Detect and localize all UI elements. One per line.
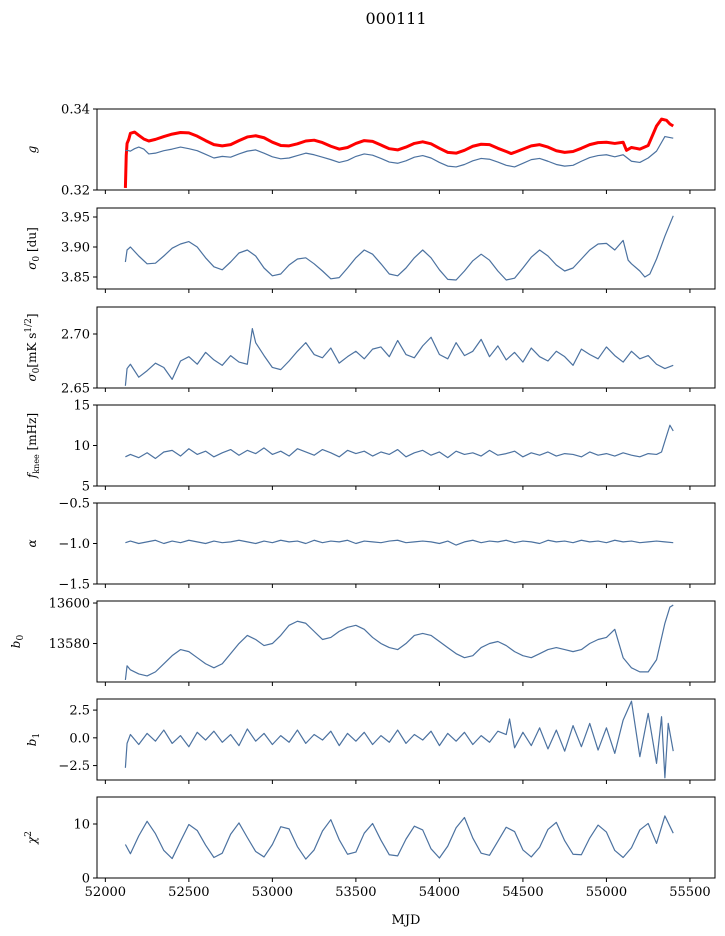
x-tick-label: 52000 bbox=[85, 885, 126, 900]
subplot-panel: 5 10 15 fknee [mHz] bbox=[25, 399, 716, 495]
subplot-panel: 3.85 3.90 3.95 σ0 [du] bbox=[25, 207, 716, 293]
y-tick-label: 0.34 bbox=[61, 103, 90, 118]
y-tick-label: 13600 bbox=[49, 597, 90, 612]
axes-frame bbox=[96, 306, 716, 389]
figure-title: 000111 bbox=[365, 9, 426, 28]
y-tick-label: 2.65 bbox=[61, 382, 90, 397]
subplot-panel: −2.5 0.0 2.5 b1 bbox=[25, 698, 716, 784]
y-tick-label: 15 bbox=[73, 399, 90, 414]
subplot-panel: 2.65 2.70 σ0[mK s1/2] bbox=[24, 306, 716, 397]
y-tick-label: 10 bbox=[73, 439, 90, 454]
y-tick-label: −1.0 bbox=[58, 537, 90, 552]
y-tick-label: −0.5 bbox=[58, 497, 90, 512]
y-tick-label: 0.0 bbox=[69, 731, 90, 746]
y-axis-label: σ0[mK s1/2] bbox=[24, 313, 42, 381]
y-tick-label: 0.32 bbox=[61, 184, 90, 199]
x-tick-label: 53500 bbox=[335, 885, 376, 900]
series-line bbox=[124, 815, 674, 860]
subplot-panel: −1.5 −1.0 −0.5 α bbox=[25, 497, 716, 593]
subplot-panel: 0.32 0.34 g bbox=[25, 103, 716, 199]
y-tick-label: 0 bbox=[82, 872, 90, 887]
series-line bbox=[124, 215, 674, 281]
y-axis-label: g bbox=[25, 145, 39, 153]
axes-frame bbox=[96, 600, 716, 683]
axes-frame bbox=[96, 404, 716, 487]
y-axis-label: σ0 [du] bbox=[25, 227, 42, 270]
axes-frame bbox=[96, 207, 716, 290]
y-tick-label: −1.5 bbox=[58, 578, 90, 593]
y-tick-label: 2.70 bbox=[61, 328, 90, 343]
y-axis-label: fknee [mHz] bbox=[25, 413, 41, 479]
y-tick-label: 2.5 bbox=[69, 704, 90, 719]
subplot-panel: 0 10 52000 52500 53000 53500 54000 54500 55000 55… bbox=[24, 796, 716, 900]
series-line bbox=[125, 135, 674, 168]
x-axis-label: MJD bbox=[392, 913, 421, 928]
x-tick-label: 55000 bbox=[586, 885, 627, 900]
y-axis-label: b0 bbox=[9, 635, 26, 649]
y-tick-label: −2.5 bbox=[58, 759, 90, 774]
series-line bbox=[125, 424, 674, 460]
y-tick-label: 5 bbox=[82, 480, 90, 495]
series-line bbox=[124, 328, 674, 386]
axes-frame bbox=[96, 108, 716, 191]
y-tick-label: 10 bbox=[73, 818, 90, 833]
series-line bbox=[124, 604, 674, 681]
y-tick-label: 3.90 bbox=[61, 241, 90, 256]
axes-frame bbox=[96, 698, 716, 781]
y-tick-label: 13580 bbox=[49, 637, 90, 652]
series-line bbox=[125, 539, 674, 546]
y-axis-label: χ2 bbox=[24, 831, 39, 845]
gain-red-series-line bbox=[123, 117, 675, 189]
x-tick-label: 54500 bbox=[502, 885, 543, 900]
x-tick-label: 52500 bbox=[168, 885, 209, 900]
y-tick-label: 3.95 bbox=[61, 211, 90, 226]
x-tick-label: 53000 bbox=[252, 885, 293, 900]
axes-frame bbox=[96, 502, 716, 585]
y-axis-label: b1 bbox=[25, 733, 42, 746]
x-tick-label: 54000 bbox=[419, 885, 460, 900]
y-tick-label: 3.85 bbox=[61, 271, 90, 286]
subplot-panel: 13580 13600 b0 bbox=[9, 597, 716, 686]
axes-frame bbox=[96, 796, 716, 879]
x-tick-label: 55500 bbox=[669, 885, 710, 900]
y-axis-label: α bbox=[25, 539, 39, 547]
series-line bbox=[124, 700, 674, 779]
